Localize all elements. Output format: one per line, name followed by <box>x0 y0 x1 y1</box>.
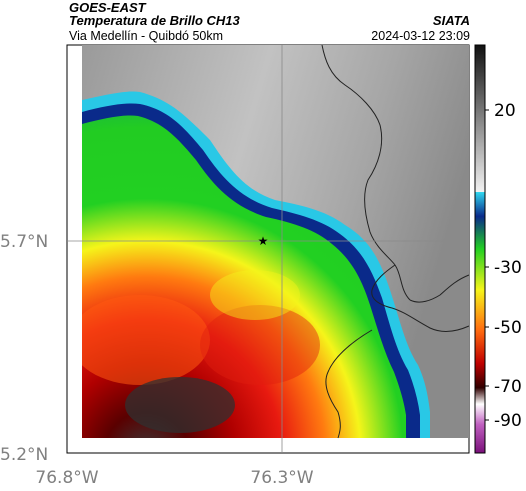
y-tick-label: 5.2°N <box>0 445 48 465</box>
colorbar <box>474 44 486 454</box>
x-tick-label: 76.8°W <box>35 468 98 488</box>
location-star-icon: ★ <box>258 234 269 248</box>
colorbar-label: -70 <box>494 377 522 397</box>
boundary-lines <box>321 44 470 439</box>
colorbar-ticks <box>485 109 489 421</box>
y-tick-label: 5.7°N <box>0 232 48 252</box>
satellite-image <box>82 45 469 438</box>
satellite-name: GOES-EAST <box>69 0 146 15</box>
organization-label: SIATA <box>432 13 470 28</box>
area-subtitle: Via Medellín - Quibdó 50km <box>69 29 224 43</box>
colorbar-label: -30 <box>494 258 522 278</box>
colorbar-label: 20 <box>494 101 516 121</box>
datetime-label: 2024-03-12 23:09 <box>371 29 470 43</box>
x-tick-label: 76.3°W <box>250 468 313 488</box>
product-title: Temperatura de Brillo CH13 <box>69 13 240 28</box>
colorbar-label: -90 <box>494 411 522 431</box>
colorbar-label: -50 <box>494 318 522 338</box>
